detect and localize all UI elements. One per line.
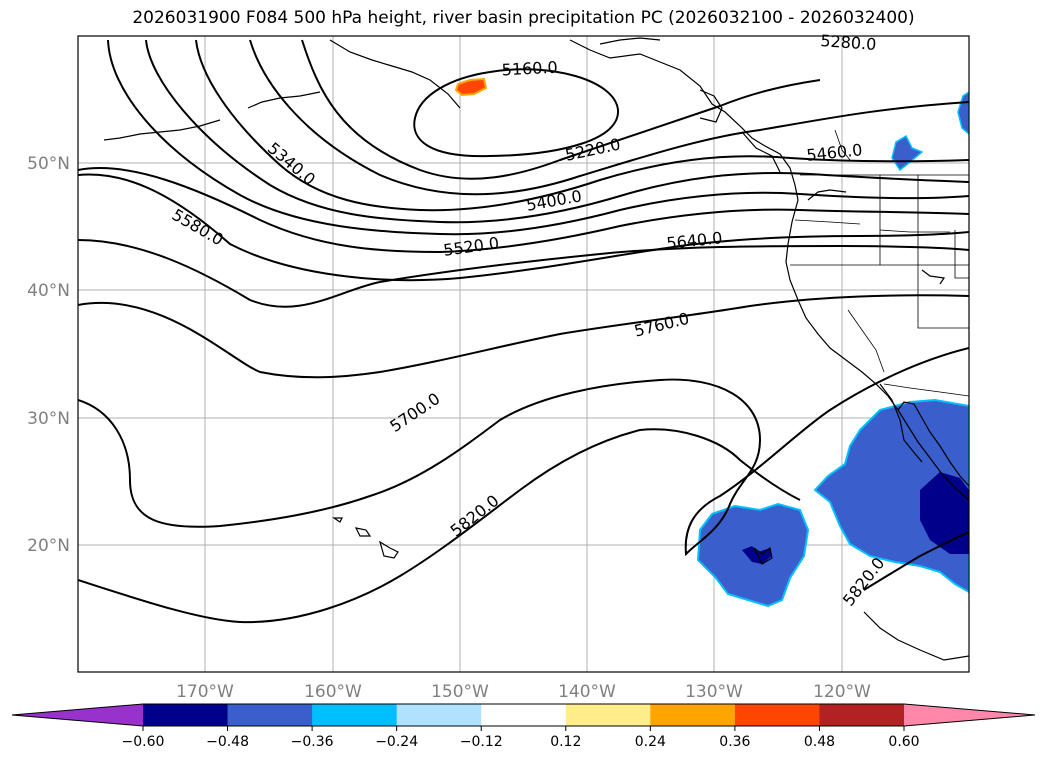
coastlines — [103, 37, 969, 661]
colorbar-tick-label: 0.48 — [804, 734, 835, 750]
precip-blob-alaska — [454, 77, 488, 97]
contour-5520 — [78, 167, 969, 254]
colorbar-tick-label: −0.48 — [206, 734, 249, 750]
contour-label: 5160.0 — [501, 58, 558, 80]
colorbar-swatch — [312, 704, 398, 726]
contour-label: 5280.0 — [820, 31, 877, 54]
colorbar-tick-label: −0.12 — [460, 734, 503, 750]
lon-label: 170°W — [176, 682, 234, 702]
contour-5820-b — [863, 531, 969, 591]
lon-labels: 170°W 160°W 150°W 140°W 130°W 120°W — [176, 682, 871, 702]
contour-5640 — [78, 239, 969, 308]
contour-5220 — [301, 39, 821, 180]
lat-label: 40°N — [27, 281, 70, 301]
colorbar-swatch — [396, 704, 482, 726]
contour-5820 — [78, 428, 801, 624]
contour-label: 5820.0 — [447, 491, 503, 540]
contour-5760 — [78, 347, 969, 557]
map-frame — [77, 35, 970, 673]
contour-label: 5700.0 — [386, 389, 443, 436]
graticule — [78, 36, 969, 672]
contour-label: 5400.0 — [525, 186, 583, 214]
contour-label: 5820.0 — [839, 554, 888, 610]
contour-5280 — [249, 39, 969, 196]
lon-label: 150°W — [431, 682, 489, 702]
lat-label: 50°N — [27, 154, 70, 174]
contour-5580 — [78, 173, 969, 282]
precip-core-mexico — [920, 472, 969, 554]
colorbar-tick-label: 0.36 — [719, 734, 750, 750]
lon-label: 140°W — [558, 682, 616, 702]
colorbar-swatch — [565, 704, 651, 726]
colorbar-tick-label: −0.60 — [122, 734, 165, 750]
map-area — [78, 36, 969, 672]
colorbar-swatch — [143, 704, 229, 726]
contour-label: 5340.0 — [264, 139, 319, 190]
lon-label: 130°W — [685, 682, 743, 702]
contour-5700 — [78, 294, 969, 379]
colorbar-tick-label: −0.36 — [291, 734, 334, 750]
colorbar-extend-low — [12, 704, 143, 726]
colorbar-swatch — [819, 704, 905, 726]
contour-label: 5760.0 — [632, 309, 691, 341]
contour-label: 5220.0 — [564, 135, 623, 165]
height-contours — [78, 39, 969, 624]
precip-shading — [454, 77, 969, 608]
colorbar-swatch — [650, 704, 736, 726]
lat-label: 30°N — [27, 409, 70, 429]
colorbar-extend-high — [904, 704, 1035, 726]
colorbar-tick-label: −0.24 — [375, 734, 418, 750]
colorbar-tick-label: 0.24 — [635, 734, 666, 750]
contour-5400 — [145, 39, 969, 224]
colorbar-swatch — [227, 704, 313, 726]
precip-blob-mexico — [813, 398, 969, 594]
precip-blob-idaho — [891, 134, 924, 172]
colorbar-swatch — [481, 704, 567, 726]
colorbar-tick-label: 0.12 — [550, 734, 581, 750]
precip-blob-montana — [957, 91, 969, 135]
map-title: 2026031900 F084 500 hPa height, river ba… — [132, 8, 915, 28]
colorbar: −0.60 −0.48 −0.36 −0.24 −0.12 0.12 0.24 0.36 0.4… — [11, 703, 1036, 750]
lon-label: 160°W — [304, 682, 362, 702]
contour-label: 5580.0 — [169, 205, 227, 249]
contour-label: 5640.0 — [666, 228, 724, 253]
colorbar-swatch — [734, 704, 820, 726]
contour-label: 5520.0 — [442, 233, 500, 260]
contour-5340 — [195, 39, 969, 212]
lat-labels: 50°N 40°N 30°N 20°N — [27, 154, 70, 556]
contour-5160 — [413, 68, 620, 158]
lat-label: 20°N — [27, 536, 70, 556]
lon-label: 120°W — [813, 682, 871, 702]
contour-5460 — [107, 39, 969, 236]
colorbar-tick-label: 0.60 — [888, 734, 919, 750]
